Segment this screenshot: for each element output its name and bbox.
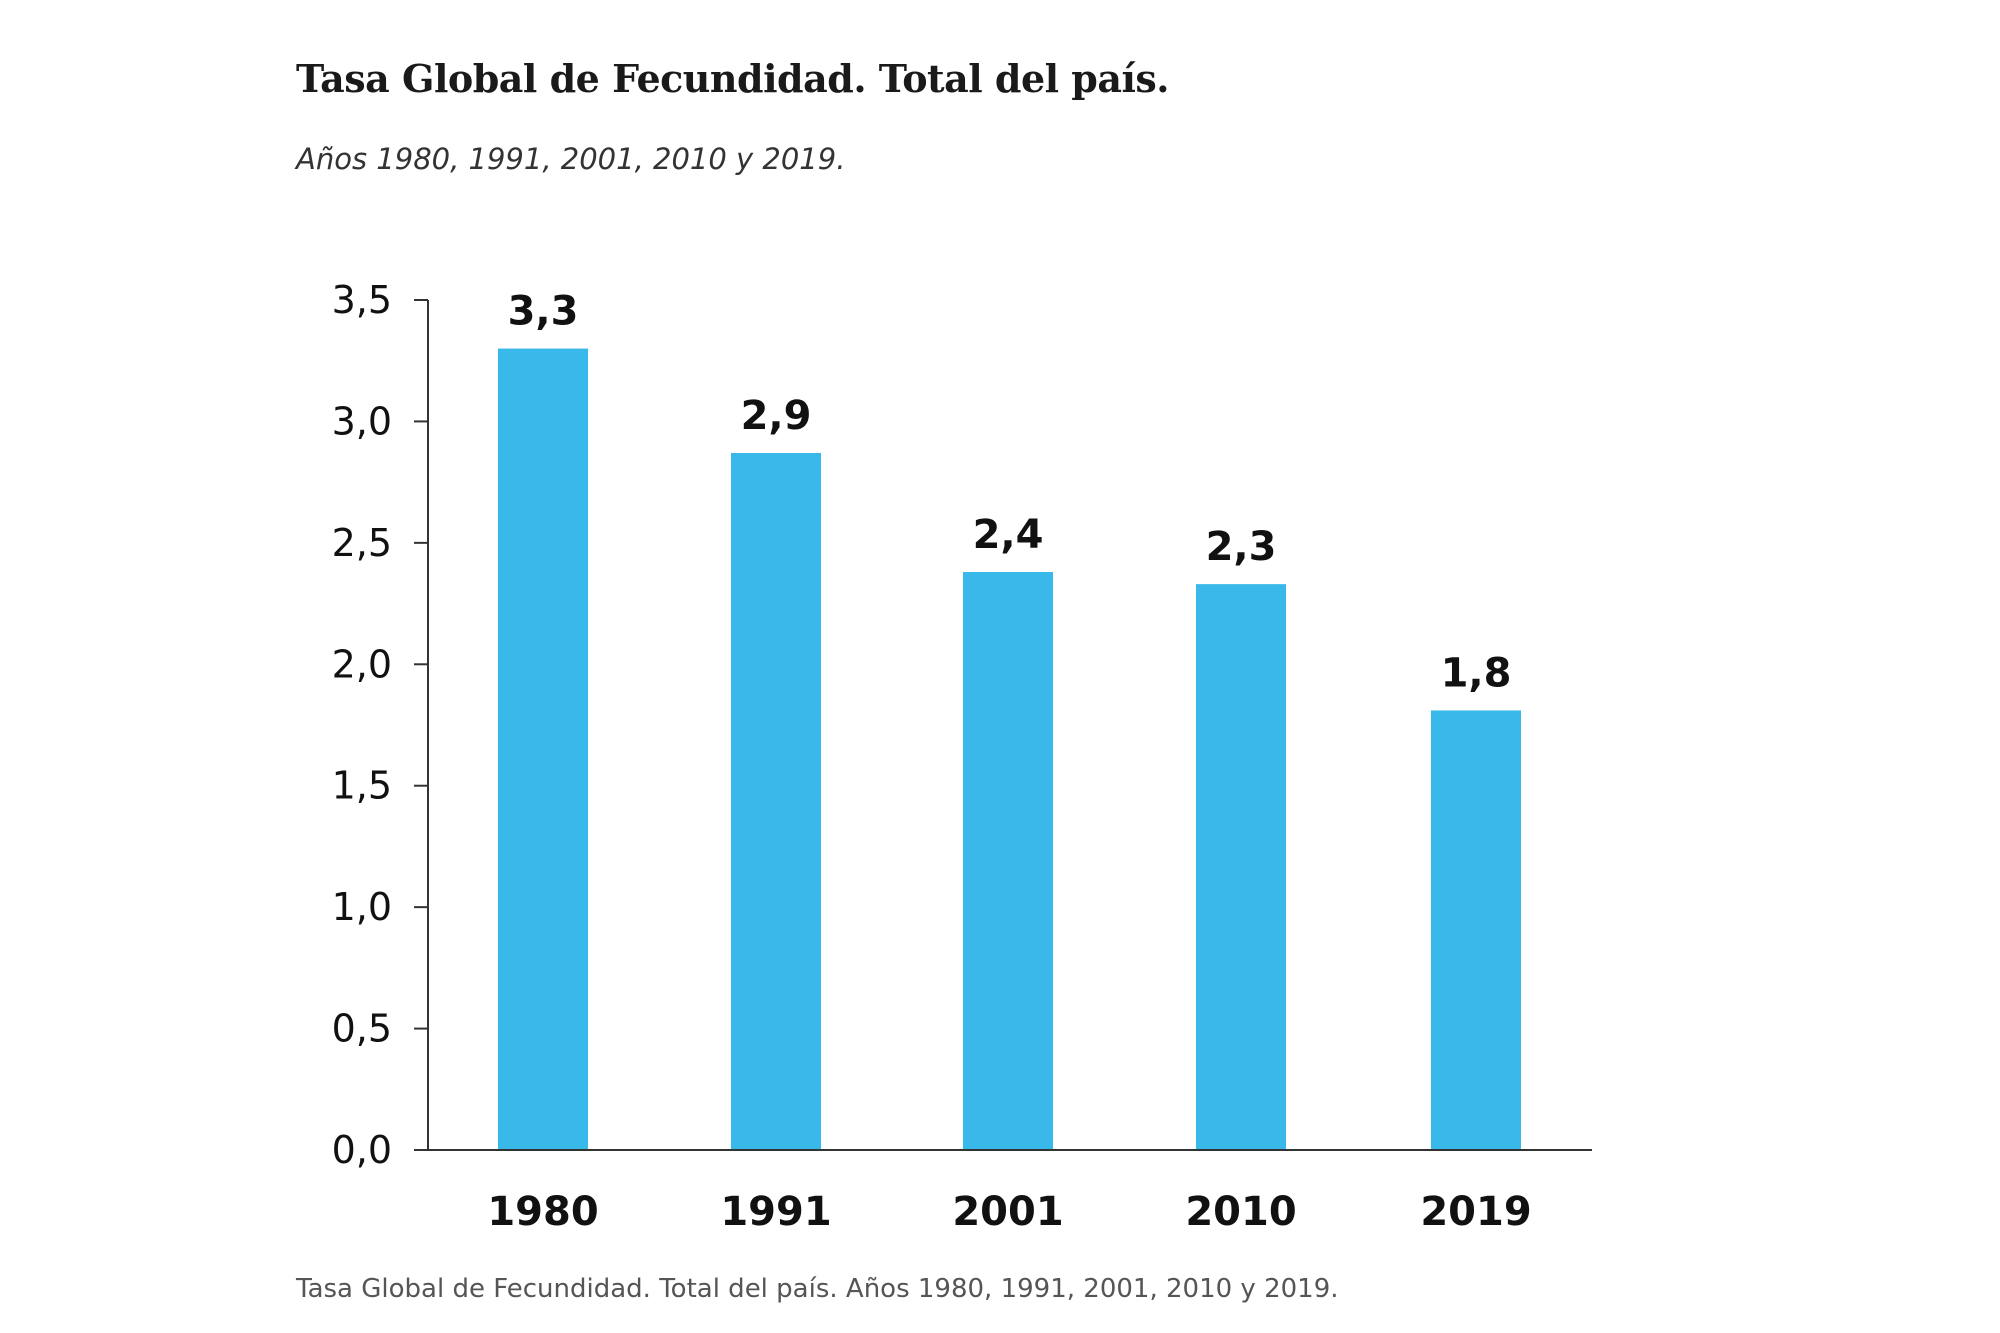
- x-tick-label-2001: 2001: [952, 1189, 1063, 1235]
- y-tick-label: 0,0: [332, 1128, 392, 1172]
- y-tick-label: 1,5: [332, 764, 392, 808]
- value-label-2019: 1,8: [1441, 650, 1512, 696]
- value-label-2010: 2,3: [1206, 524, 1277, 570]
- bar-2019: [1431, 710, 1521, 1150]
- x-axis: 1980 1991 2001 2010 2019: [414, 1149, 1592, 1235]
- y-tick-label: 3,5: [332, 278, 392, 322]
- y-tick-label: 1,0: [332, 885, 392, 929]
- chart-caption: Tasa Global de Fecundidad. Total del paí…: [296, 1274, 1339, 1304]
- x-tick-label-1980: 1980: [487, 1189, 598, 1235]
- value-label-2001: 2,4: [973, 512, 1044, 558]
- y-tick-label: 3,0: [332, 399, 392, 443]
- y-axis: 0,0 0,5 1,0 1,5 2,0 2,5 3,0 3,5: [332, 278, 429, 1172]
- y-tick-label: 0,5: [332, 1007, 392, 1051]
- bar-2001: [963, 572, 1053, 1150]
- x-tick-label-1991: 1991: [720, 1189, 831, 1235]
- value-label-1991: 2,9: [741, 393, 812, 439]
- bar-1991: [731, 453, 821, 1150]
- y-tick-label: 2,0: [332, 642, 392, 686]
- chart-subtitle: Años 1980, 1991, 2001, 2010 y 2019.: [296, 142, 846, 176]
- x-tick-label-2010: 2010: [1185, 1189, 1296, 1235]
- y-tick-label: 2,5: [332, 521, 392, 565]
- bars: [498, 348, 1521, 1151]
- value-labels: 3,3 2,9 2,4 2,3 1,8: [508, 289, 1512, 697]
- bar-1980: [498, 348, 588, 1151]
- bar-2010: [1196, 584, 1286, 1150]
- x-tick-label-2019: 2019: [1420, 1189, 1531, 1235]
- chart-title: Tasa Global de Fecundidad. Total del paí…: [296, 56, 1170, 101]
- value-label-1980: 3,3: [508, 289, 579, 335]
